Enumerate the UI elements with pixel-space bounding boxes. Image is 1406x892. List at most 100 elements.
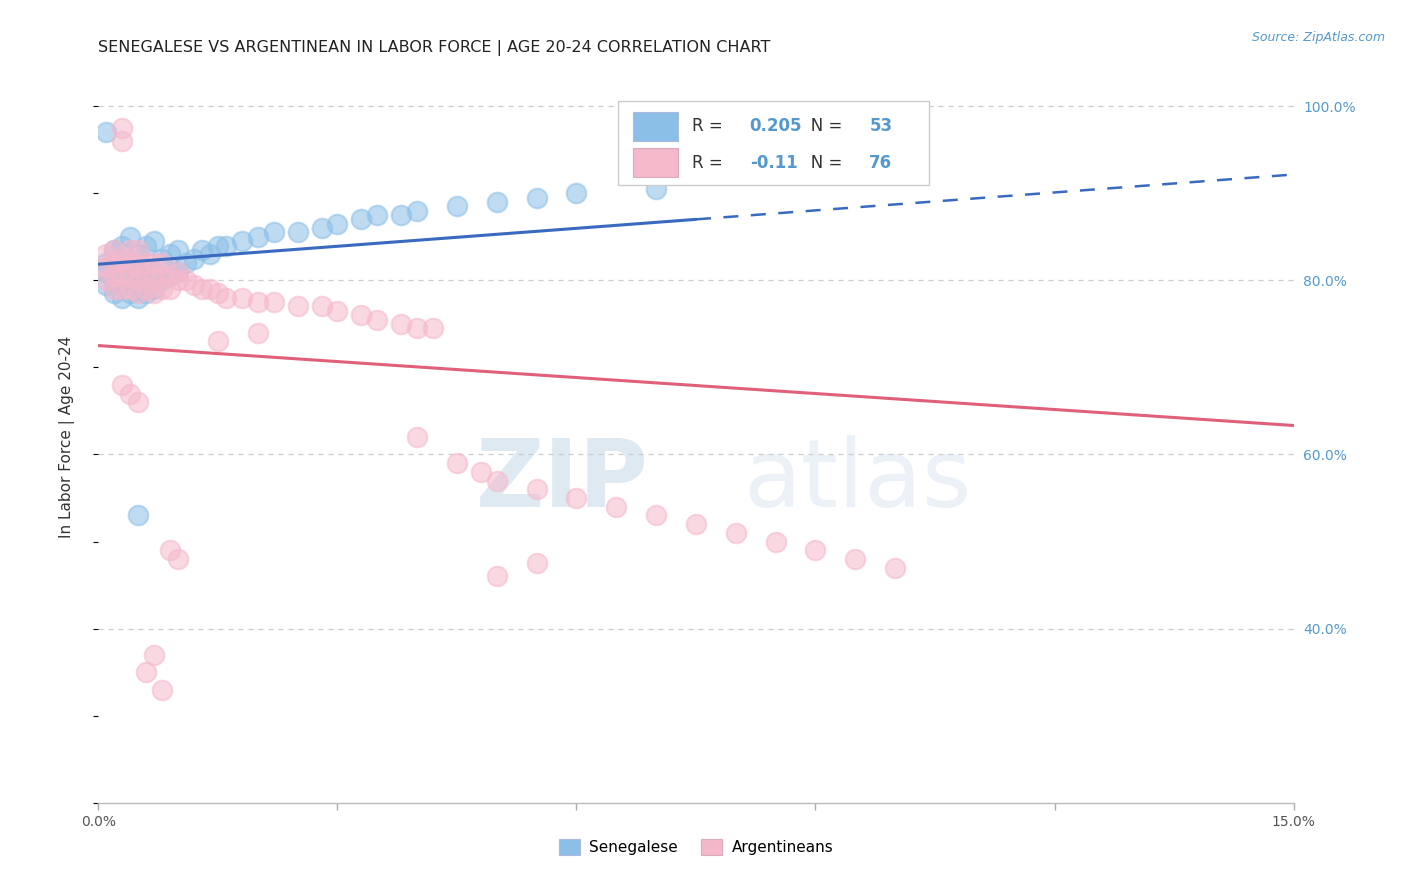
Point: [174, 256, 197, 270]
Point: [103, 256, 125, 270]
FancyBboxPatch shape: [633, 148, 678, 178]
Point: [127, 291, 149, 305]
Point: [470, 465, 492, 479]
Point: [127, 395, 149, 409]
Point: [174, 273, 197, 287]
Point: [765, 534, 787, 549]
Text: 53: 53: [869, 117, 893, 136]
Point: [191, 243, 214, 257]
Point: [884, 560, 907, 574]
Point: [446, 456, 468, 470]
Point: [159, 543, 181, 558]
Point: [120, 268, 142, 283]
Y-axis label: In Labor Force | Age 20-24: In Labor Force | Age 20-24: [59, 336, 75, 538]
Point: [526, 483, 548, 497]
Point: [143, 234, 166, 248]
Text: R =: R =: [692, 117, 728, 136]
Point: [103, 243, 125, 257]
Point: [485, 474, 508, 488]
Point: [326, 303, 349, 318]
Point: [183, 277, 205, 292]
FancyBboxPatch shape: [633, 112, 678, 141]
Point: [167, 273, 190, 287]
Point: [198, 282, 221, 296]
Point: [326, 217, 349, 231]
Point: [485, 194, 508, 209]
Point: [103, 286, 125, 301]
Point: [96, 277, 118, 292]
Point: [246, 295, 269, 310]
Point: [96, 260, 118, 275]
Point: [231, 234, 253, 248]
Point: [287, 300, 309, 314]
Point: [127, 265, 149, 279]
Point: [215, 291, 238, 305]
Point: [159, 282, 181, 296]
Point: [485, 569, 508, 583]
Text: atlas: atlas: [744, 435, 972, 527]
Point: [366, 312, 388, 326]
Point: [311, 300, 333, 314]
Point: [191, 282, 214, 296]
Point: [159, 247, 181, 261]
Point: [167, 265, 190, 279]
Point: [127, 273, 149, 287]
Point: [127, 508, 149, 523]
Point: [135, 282, 157, 296]
Point: [685, 517, 707, 532]
Text: Source: ZipAtlas.com: Source: ZipAtlas.com: [1251, 31, 1385, 45]
Point: [159, 268, 181, 283]
Text: 76: 76: [869, 153, 893, 172]
Point: [96, 256, 118, 270]
Text: N =: N =: [796, 117, 848, 136]
Point: [526, 191, 548, 205]
Point: [422, 321, 444, 335]
Point: [167, 265, 190, 279]
Point: [207, 334, 229, 349]
Point: [215, 238, 238, 252]
Point: [389, 317, 412, 331]
Point: [135, 286, 157, 301]
Point: [565, 491, 588, 505]
Text: -0.11: -0.11: [749, 153, 797, 172]
Point: [127, 277, 149, 292]
Point: [263, 295, 285, 310]
Point: [127, 286, 149, 301]
Point: [150, 273, 173, 287]
Point: [127, 243, 149, 257]
Point: [844, 552, 866, 566]
FancyBboxPatch shape: [619, 101, 929, 185]
Point: [150, 252, 173, 266]
Point: [111, 252, 134, 266]
Point: [111, 291, 134, 305]
Point: [127, 260, 149, 275]
Point: [724, 525, 747, 540]
Point: [231, 291, 253, 305]
Point: [135, 265, 157, 279]
Point: [120, 229, 142, 244]
Point: [159, 268, 181, 283]
Point: [111, 134, 134, 148]
Legend: Senegalese, Argentineans: Senegalese, Argentineans: [553, 833, 839, 861]
Point: [311, 221, 333, 235]
Point: [389, 208, 412, 222]
Point: [350, 308, 373, 322]
Point: [366, 208, 388, 222]
Point: [150, 682, 173, 697]
Point: [605, 500, 627, 514]
Point: [167, 243, 190, 257]
Text: N =: N =: [796, 153, 848, 172]
Point: [111, 120, 134, 135]
Point: [120, 282, 142, 296]
Point: [143, 282, 166, 296]
Point: [406, 430, 429, 444]
Point: [150, 282, 173, 296]
Point: [246, 326, 269, 340]
Point: [150, 256, 173, 270]
Point: [207, 286, 229, 301]
Point: [804, 543, 827, 558]
Point: [645, 508, 668, 523]
Point: [96, 273, 118, 287]
Point: [96, 125, 118, 139]
Point: [263, 226, 285, 240]
